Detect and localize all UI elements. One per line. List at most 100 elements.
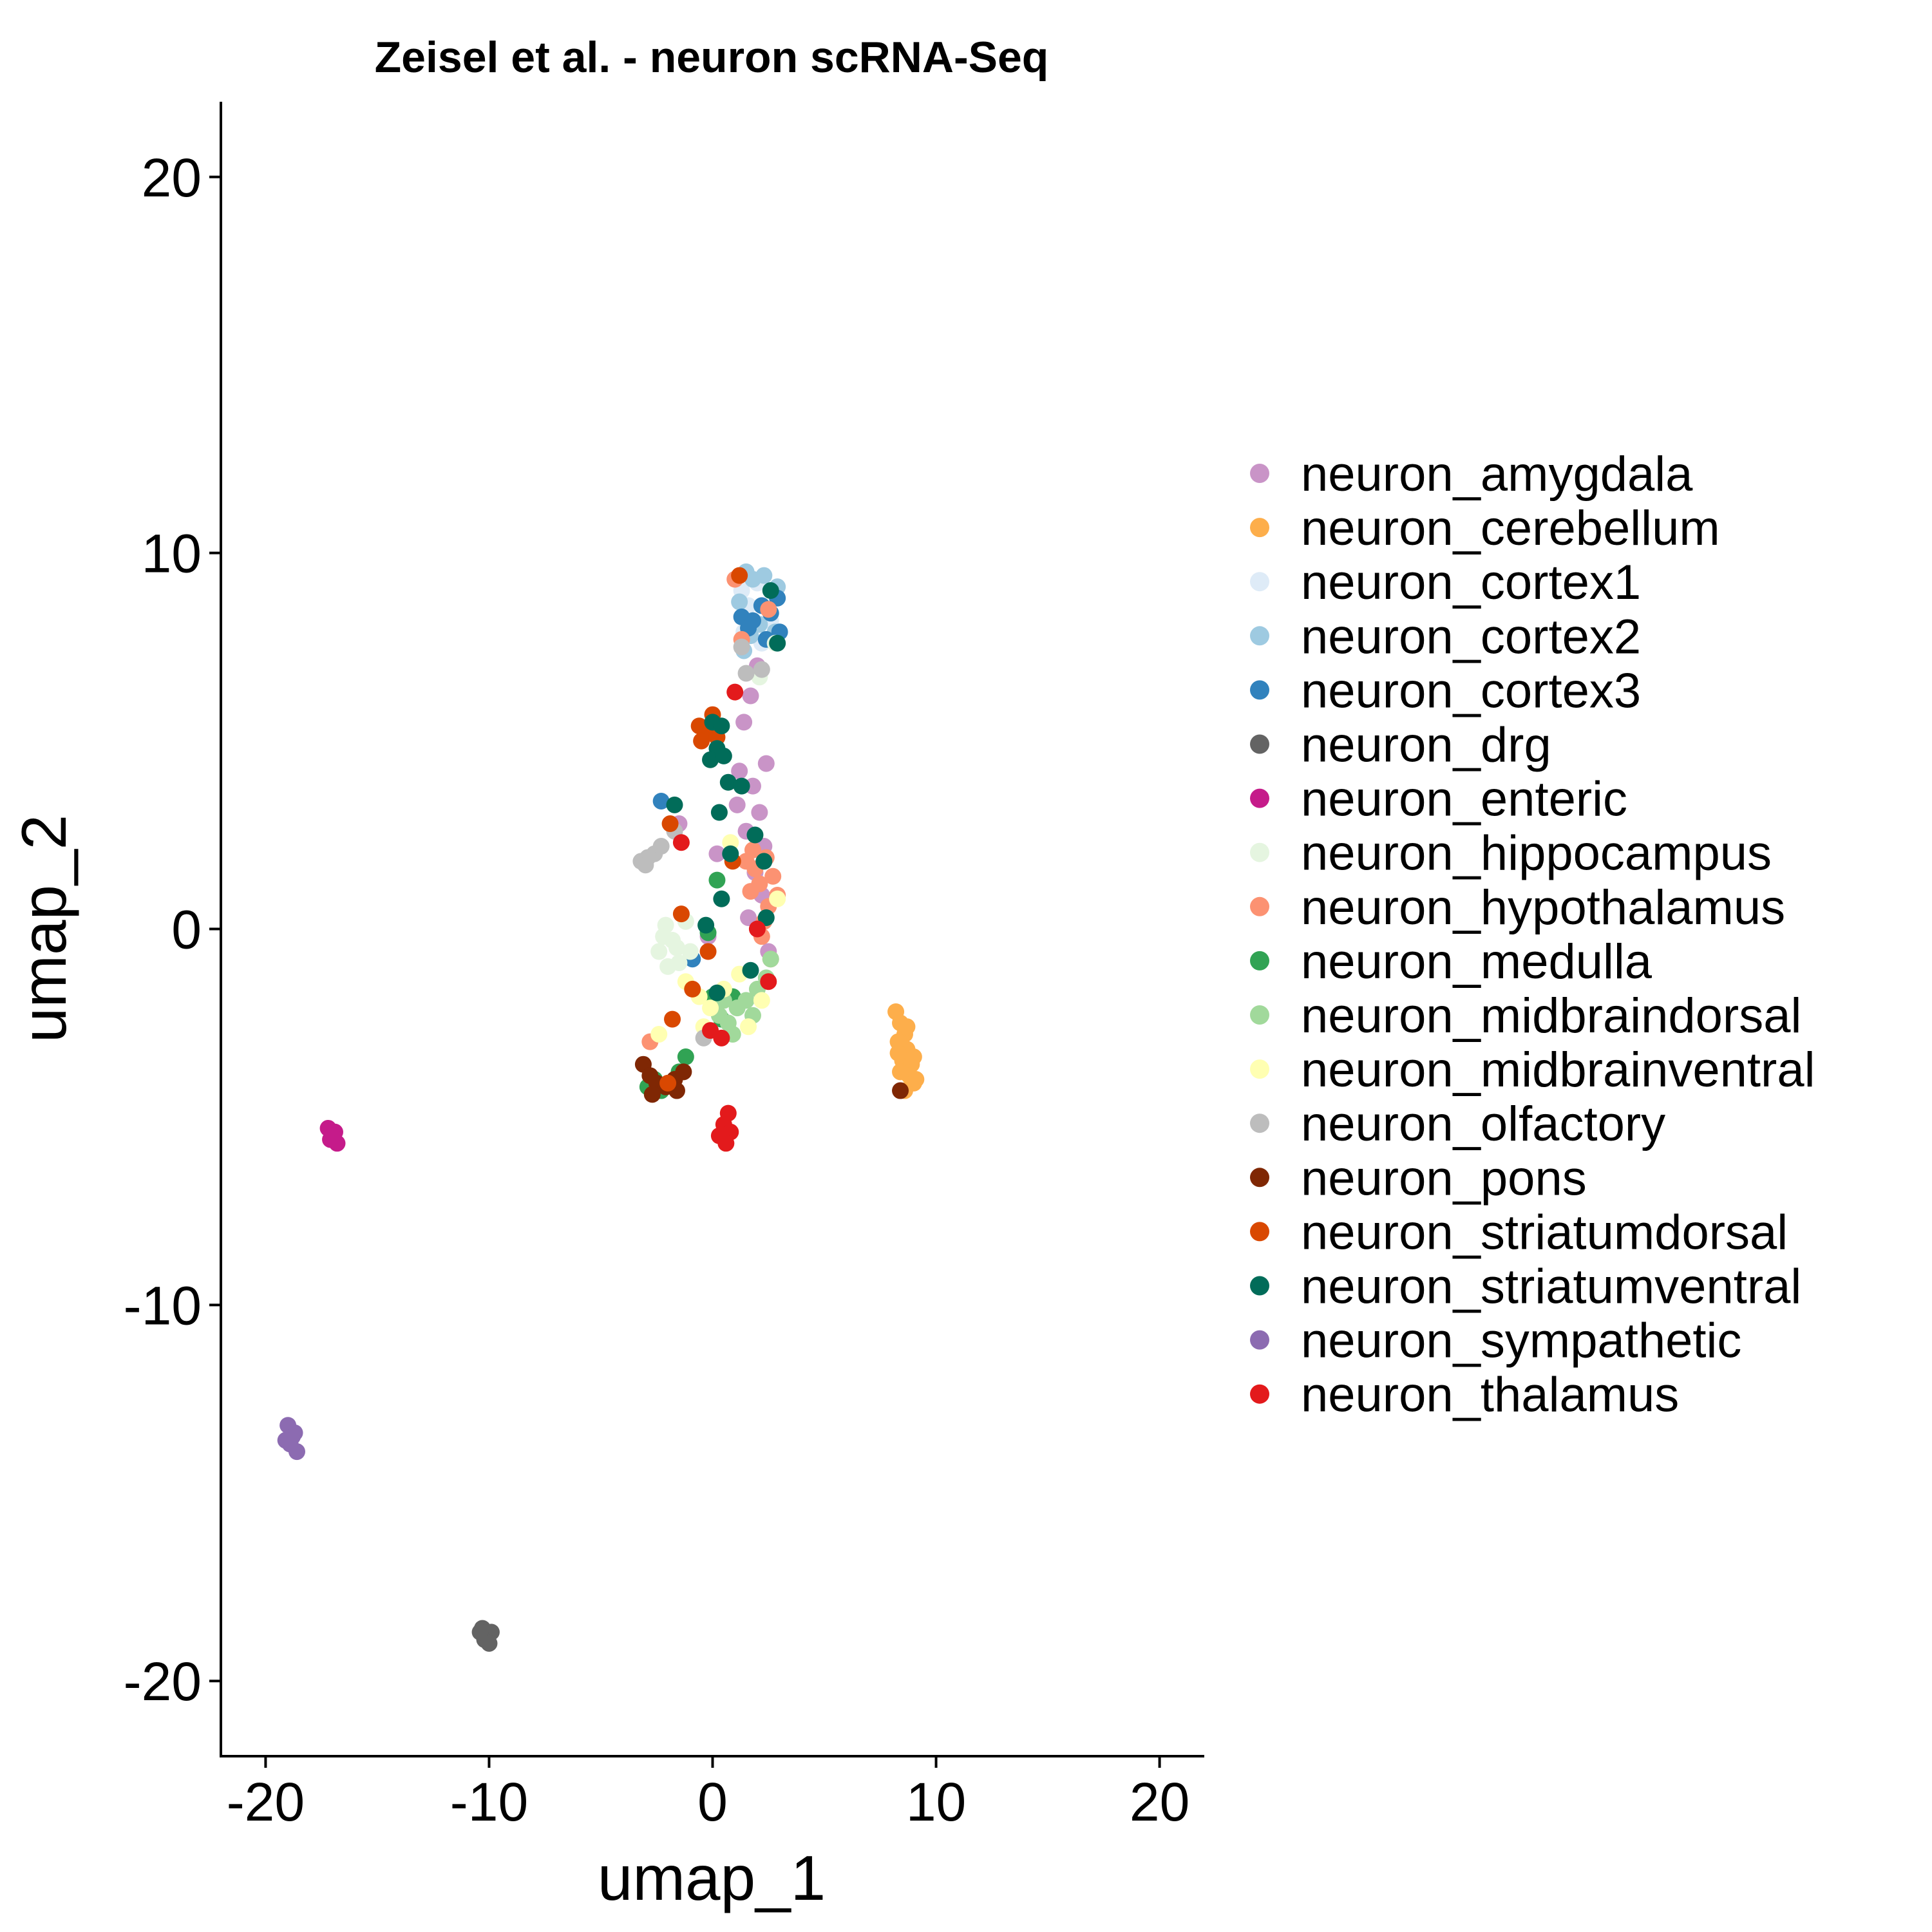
legend-item: neuron_striatumdorsal <box>1250 1205 1788 1260</box>
legend-label: neuron_striatumdorsal <box>1301 1205 1788 1260</box>
data-point <box>715 747 732 764</box>
x-tick-label: 10 <box>906 1772 966 1832</box>
x-tick-label: 0 <box>697 1772 728 1832</box>
legend-key <box>1250 572 1269 592</box>
legend-item: neuron_cortex3 <box>1250 663 1641 718</box>
data-point <box>697 916 715 934</box>
data-point <box>713 717 730 735</box>
series-neuron_striatumventral <box>666 582 786 1001</box>
data-point <box>769 634 786 652</box>
data-point <box>277 1432 294 1449</box>
data-point <box>637 857 654 874</box>
legend-item: neuron_drg <box>1250 718 1551 773</box>
legend-key <box>1250 626 1269 646</box>
legend-key <box>1250 1384 1269 1404</box>
data-point <box>480 1634 498 1652</box>
legend: neuron_amygdalaneuron_cerebellumneuron_c… <box>1250 447 1815 1423</box>
data-point <box>728 796 746 813</box>
legend-label: neuron_cortex1 <box>1301 555 1641 610</box>
legend-key <box>1250 842 1269 862</box>
series-neuron_sympathetic <box>277 1417 305 1461</box>
legend-label: neuron_cortex3 <box>1301 663 1641 718</box>
data-point <box>672 905 690 923</box>
x-ticks: -20 -10 0 10 20 <box>227 1756 1189 1832</box>
data-point <box>733 638 750 656</box>
data-point <box>762 951 779 968</box>
data-point <box>742 883 759 900</box>
data-point <box>708 871 726 889</box>
data-point <box>684 980 701 998</box>
data-point <box>643 1086 661 1103</box>
legend-label: neuron_drg <box>1301 718 1551 773</box>
data-point <box>713 1029 730 1046</box>
data-point <box>652 792 670 810</box>
data-point <box>717 1135 735 1152</box>
data-point <box>742 961 759 979</box>
data-point <box>751 804 768 821</box>
series-neuron_cerebellum <box>887 1003 925 1099</box>
data-point <box>740 1018 757 1036</box>
data-point <box>288 1443 305 1461</box>
data-point <box>764 867 782 885</box>
legend-key <box>1250 734 1269 754</box>
data-point <box>664 1010 681 1028</box>
legend-item: neuron_midbrainventral <box>1250 1043 1815 1097</box>
legend-item: neuron_cerebellum <box>1250 501 1720 556</box>
data-point <box>699 943 717 960</box>
chart-title: Zeisel et al. - neuron scRNA-Seq <box>375 33 1049 82</box>
data-point <box>755 853 773 870</box>
legend-key <box>1250 518 1269 538</box>
data-point <box>892 1082 909 1099</box>
data-point <box>740 909 757 926</box>
data-point <box>748 920 766 938</box>
data-point <box>708 845 726 862</box>
data-point <box>666 796 683 813</box>
legend-label: neuron_midbrainventral <box>1301 1043 1815 1097</box>
data-point <box>702 999 719 1017</box>
data-point <box>659 958 677 975</box>
data-point <box>760 973 777 990</box>
legend-label: neuron_midbraindorsal <box>1301 989 1801 1043</box>
legend-label: neuron_thalamus <box>1301 1368 1679 1423</box>
legend-item: neuron_striatumventral <box>1250 1260 1801 1314</box>
data-point <box>675 1063 692 1081</box>
data-point <box>702 751 719 768</box>
data-point <box>737 665 755 682</box>
legend-key <box>1250 951 1269 971</box>
legend-label: neuron_hypothalamus <box>1301 880 1785 935</box>
data-point <box>742 687 759 705</box>
legend-label: neuron_amygdala <box>1301 447 1693 502</box>
data-point <box>708 984 726 1001</box>
legend-key <box>1250 680 1269 700</box>
data-point <box>760 601 777 618</box>
data-point <box>744 841 761 858</box>
data-point <box>889 1045 907 1062</box>
data-point <box>898 1018 916 1036</box>
data-point <box>905 1048 922 1066</box>
series-neuron_midbrainventral <box>650 834 786 1043</box>
data-point <box>746 826 764 844</box>
y-tick-label: -10 <box>124 1275 202 1336</box>
data-point <box>650 1025 668 1043</box>
legend-label: neuron_striatumventral <box>1301 1260 1801 1314</box>
legend-label: neuron_medulla <box>1301 934 1653 989</box>
legend-label: neuron_sympathetic <box>1301 1314 1741 1368</box>
data-point <box>907 1071 925 1088</box>
legend-item: neuron_thalamus <box>1250 1368 1679 1423</box>
legend-key <box>1250 464 1269 483</box>
data-point <box>652 838 670 855</box>
legend-key <box>1250 896 1269 916</box>
data-point <box>737 992 755 1009</box>
legend-item: neuron_medulla <box>1250 934 1653 989</box>
data-point <box>677 1048 694 1066</box>
data-point <box>668 939 685 956</box>
data-point <box>762 582 779 600</box>
data-point <box>757 755 775 772</box>
data-point <box>731 593 748 611</box>
legend-key <box>1250 1005 1269 1025</box>
legend-label: neuron_cerebellum <box>1301 501 1720 556</box>
data-point <box>753 661 770 678</box>
legend-item: neuron_pons <box>1250 1151 1587 1206</box>
data-point <box>733 777 750 795</box>
data-point <box>471 1624 489 1641</box>
